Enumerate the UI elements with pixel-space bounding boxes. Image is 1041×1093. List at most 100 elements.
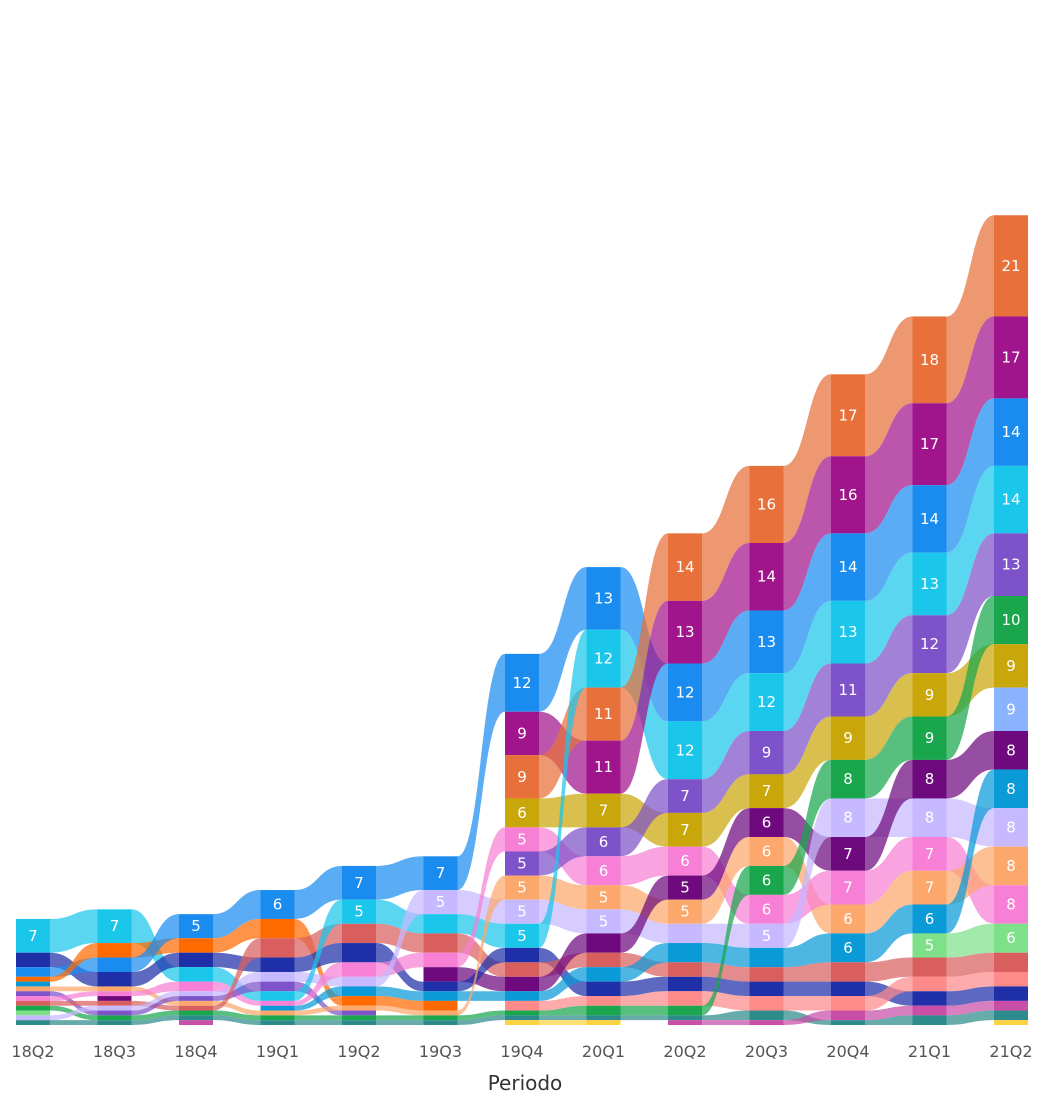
column-segment (912, 798, 947, 838)
ribbon (376, 1015, 424, 1021)
column-segment (342, 1020, 376, 1025)
data-label: 11 (838, 681, 857, 699)
column-segment (260, 1005, 295, 1011)
data-label: 16 (838, 486, 857, 504)
ribbon (50, 1005, 98, 1021)
data-label: 5 (599, 912, 609, 930)
ribbon (376, 899, 424, 934)
column-segment (912, 673, 947, 717)
column-segment (97, 1015, 132, 1021)
column-segment (16, 1000, 50, 1006)
data-label: 12 (757, 693, 776, 711)
column-segment (97, 986, 132, 992)
data-label: 12 (675, 741, 694, 759)
column-segment (831, 981, 865, 997)
column-segment (97, 957, 132, 972)
data-label: 8 (1006, 896, 1016, 914)
data-label: 7 (925, 845, 935, 863)
column-segment (668, 875, 702, 900)
data-label: 12 (512, 674, 531, 692)
data-label: 17 (838, 406, 857, 424)
column-segment (586, 909, 621, 934)
data-label: 13 (920, 575, 939, 593)
column-segment (179, 938, 213, 953)
ribbon (131, 952, 179, 987)
column-segment (831, 837, 865, 871)
column-segment (749, 947, 784, 968)
ribbon (213, 938, 261, 1011)
column-segment (831, 933, 865, 963)
column-segment (97, 1010, 132, 1016)
column-segment (831, 663, 865, 717)
x-tick-label: 18Q2 (11, 1042, 54, 1061)
ribbon (946, 846, 994, 905)
ribbon (702, 465, 750, 601)
column-segment (586, 981, 621, 997)
ribbon (702, 730, 750, 813)
data-label: 7 (925, 879, 935, 897)
ribbon (865, 837, 913, 905)
ribbon (213, 1015, 261, 1025)
x-axis-title: Periodo (488, 1071, 563, 1093)
ribbon (620, 1015, 668, 1021)
data-label: 6 (680, 852, 690, 870)
column-segment (505, 851, 539, 876)
column-segment (831, 962, 865, 982)
column-segment (831, 533, 865, 601)
ribbon (620, 875, 668, 953)
column-segment (668, 923, 702, 944)
data-label: 9 (1006, 700, 1016, 718)
column-segment (97, 1020, 132, 1025)
ribbon (702, 837, 750, 924)
ribbon (457, 1010, 505, 1021)
data-label: 7 (354, 874, 364, 892)
ribbon (946, 465, 994, 616)
data-label: 13 (1001, 556, 1020, 574)
ribbon (539, 629, 587, 948)
column-segment (179, 914, 213, 939)
column-segment (912, 991, 947, 1006)
ribbon (865, 403, 913, 534)
column-segment (179, 1010, 213, 1016)
ribbon (376, 1005, 424, 1016)
data-label: 6 (925, 910, 935, 928)
x-tick-label: 19Q3 (419, 1042, 462, 1061)
ribbon (946, 952, 994, 977)
column-segment (16, 918, 50, 953)
ribbon (946, 1000, 994, 1016)
ribbon (946, 1010, 994, 1025)
data-label: 5 (925, 936, 935, 954)
column-segment (423, 952, 458, 968)
column-segment (260, 1010, 295, 1016)
column-segment (586, 567, 621, 630)
column-segment (912, 316, 947, 404)
column-segment (994, 596, 1028, 645)
x-axis: 18Q2 18Q3 18Q4 19Q1 19Q2 19Q3 19Q4 20Q1 20Q2 20Q3… (11, 1042, 1032, 1061)
column-segment (831, 716, 865, 760)
column-segment (342, 976, 376, 987)
column-segment (668, 533, 702, 601)
column-segment (749, 610, 784, 674)
data-label: 8 (843, 770, 853, 788)
column-segment (179, 1005, 213, 1011)
data-label: 9 (925, 729, 935, 747)
column-segment (668, 1015, 702, 1021)
data-label: 6 (599, 833, 609, 851)
column-segment (749, 996, 784, 1011)
column-segment (668, 1005, 702, 1016)
column-segment (16, 981, 50, 987)
ribbon (783, 933, 831, 968)
column-segment (16, 986, 50, 992)
column-segment (749, 1020, 784, 1025)
ribbon (213, 890, 261, 939)
ribbon (131, 996, 179, 1016)
data-label: 9 (843, 729, 853, 747)
ribbon (50, 1000, 98, 1006)
column-segment (912, 615, 947, 674)
data-label: 5 (517, 927, 527, 945)
ribbon (539, 687, 587, 799)
column-segment (668, 976, 702, 992)
data-label: 6 (762, 871, 772, 889)
column-segment (668, 721, 702, 780)
x-tick-label: 19Q2 (337, 1042, 380, 1061)
